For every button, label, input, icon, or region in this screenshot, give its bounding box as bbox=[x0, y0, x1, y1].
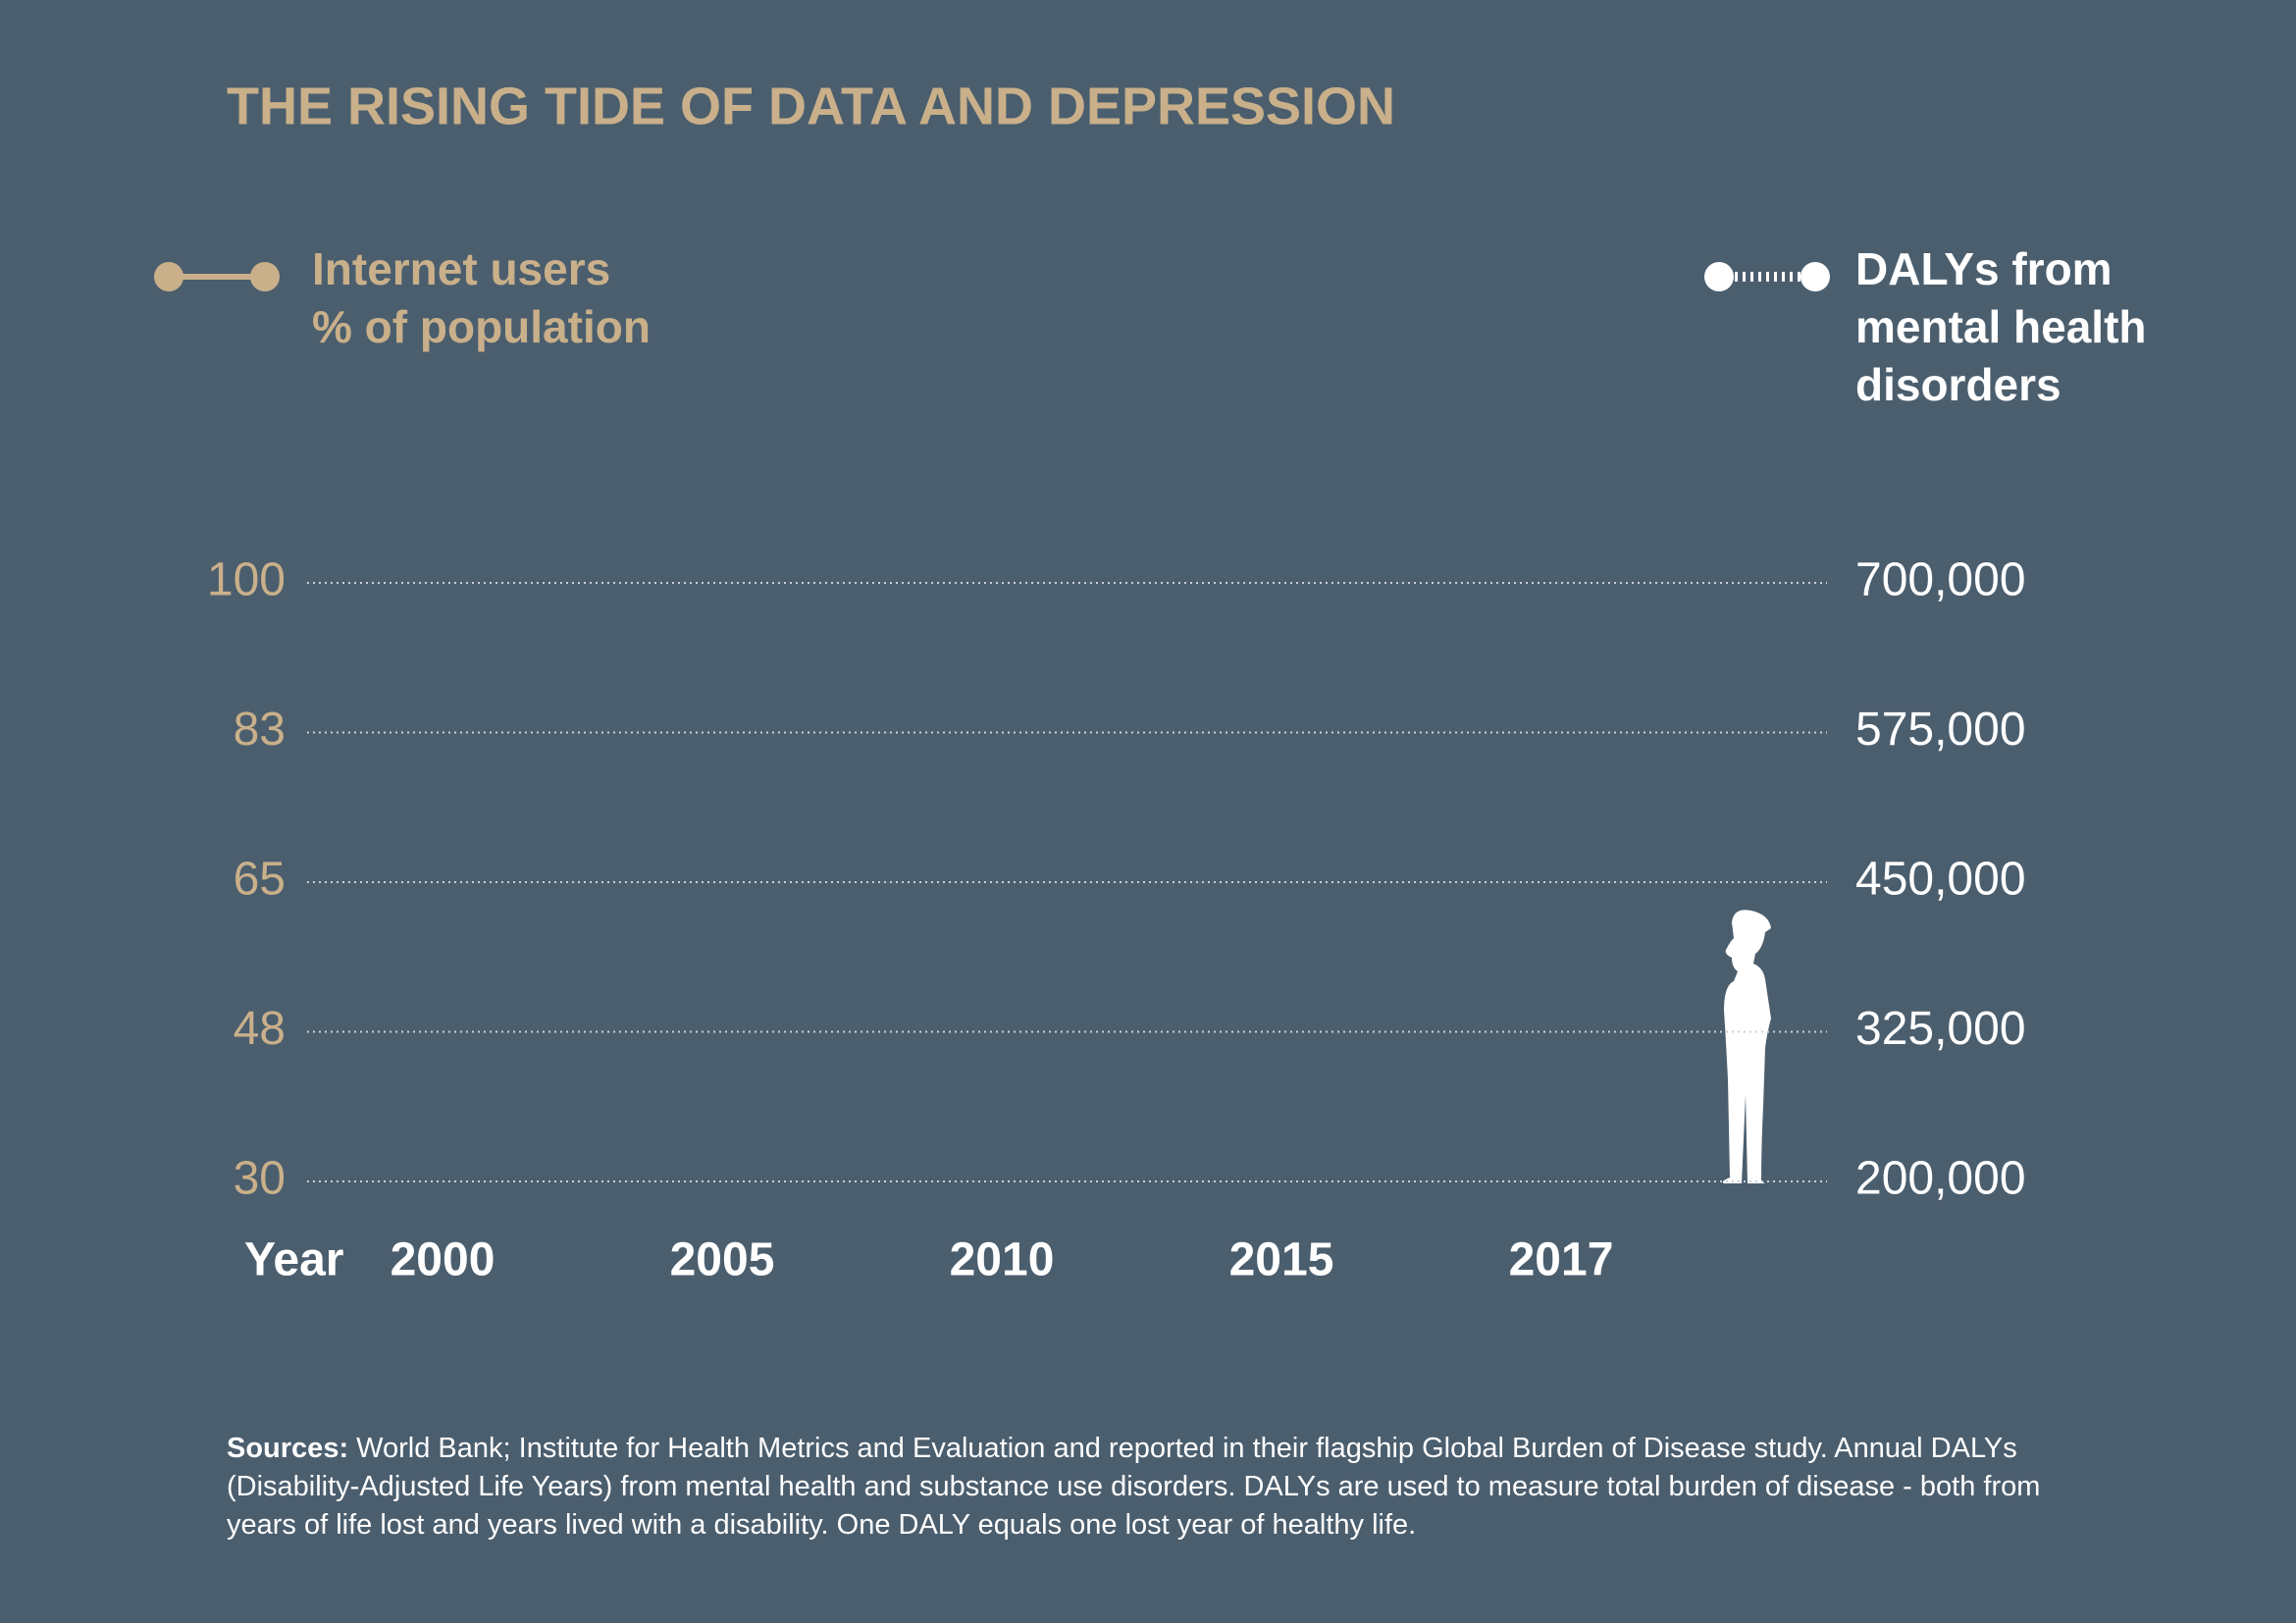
legend-label: % of population bbox=[312, 301, 651, 352]
y-tick-label: 100 bbox=[207, 554, 286, 606]
sources-label: Sources: bbox=[227, 1433, 349, 1464]
legend-dot bbox=[154, 262, 183, 291]
y-tick-label: 65 bbox=[234, 854, 286, 906]
legend-dot bbox=[1704, 262, 1734, 291]
y2-tick-label: 700,000 bbox=[1855, 554, 2026, 606]
silhouette bbox=[1722, 910, 1771, 1183]
legend-dot bbox=[1800, 262, 1830, 291]
y-tick-label: 30 bbox=[234, 1153, 286, 1205]
x-tick-label: 2010 bbox=[950, 1234, 1055, 1286]
x-tick-label: 2005 bbox=[670, 1234, 775, 1286]
y-tick-label: 48 bbox=[234, 1003, 286, 1055]
legend-label: DALYs from bbox=[1855, 243, 2113, 294]
x-tick-label: 2000 bbox=[391, 1234, 496, 1286]
sources-text: World Bank; Institute for Health Metrics… bbox=[227, 1433, 2041, 1541]
y2-tick-label: 450,000 bbox=[1855, 854, 2026, 906]
legend-label: disorders bbox=[1855, 359, 2061, 410]
legend-label: mental health bbox=[1855, 301, 2147, 352]
y2-tick-label: 200,000 bbox=[1855, 1153, 2026, 1205]
x-tick-label: 2017 bbox=[1509, 1234, 1614, 1286]
x-axis-label: Year bbox=[244, 1234, 343, 1286]
legend-label: Internet users bbox=[312, 243, 610, 294]
chart-title: THE RISING TIDE OF DATA AND DEPRESSION bbox=[227, 77, 1395, 135]
y2-tick-label: 325,000 bbox=[1855, 1003, 2026, 1055]
legend-dot bbox=[250, 262, 280, 291]
sources: Sources: World Bank; Institute for Healt… bbox=[227, 1430, 2111, 1544]
y2-tick-label: 575,000 bbox=[1855, 704, 2026, 756]
x-tick-label: 2015 bbox=[1229, 1234, 1334, 1286]
y-tick-label: 83 bbox=[234, 704, 286, 756]
